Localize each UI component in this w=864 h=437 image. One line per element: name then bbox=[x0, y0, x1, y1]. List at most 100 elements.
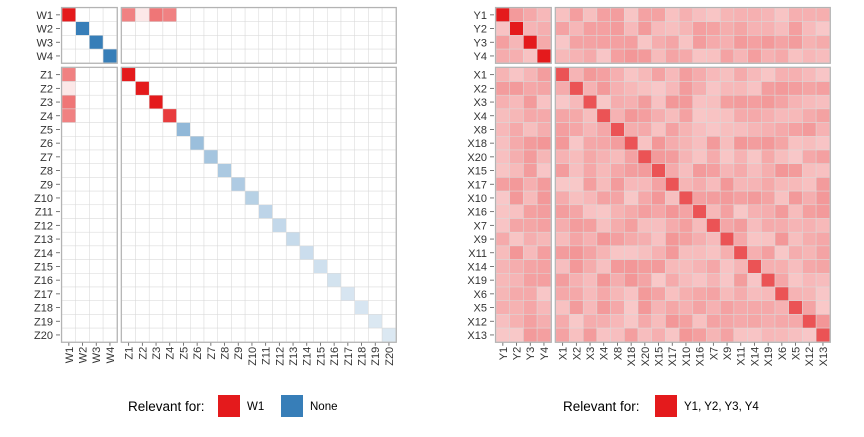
heatmap-cell bbox=[761, 122, 776, 137]
heatmap-cell bbox=[774, 122, 789, 137]
heatmap-cell bbox=[162, 48, 177, 64]
row-label: X12 bbox=[467, 316, 487, 328]
heatmap-cell bbox=[61, 259, 76, 274]
heatmap-cell bbox=[354, 204, 369, 219]
heatmap-cell bbox=[665, 273, 680, 288]
heatmap-cell bbox=[569, 314, 584, 329]
heatmap-cell bbox=[75, 327, 90, 343]
heatmap-cell bbox=[285, 314, 301, 329]
column-label: Z4 bbox=[165, 347, 177, 360]
heatmap-cell bbox=[536, 94, 552, 110]
heatmap-cell bbox=[495, 300, 510, 315]
heatmap-cell bbox=[354, 67, 369, 82]
heatmap-cell bbox=[536, 67, 552, 82]
heatmap-cell bbox=[624, 108, 639, 123]
heatmap-cell bbox=[102, 163, 118, 178]
heatmap-cell bbox=[555, 163, 570, 178]
heatmap-cell bbox=[802, 7, 817, 22]
heatmap-cell bbox=[802, 286, 817, 301]
heatmap-cell bbox=[244, 108, 260, 123]
row-label: Z15 bbox=[34, 261, 53, 273]
heatmap-cell bbox=[176, 190, 191, 206]
heatmap-cell bbox=[244, 149, 260, 164]
heatmap-cell bbox=[692, 190, 707, 206]
row-label: Z1 bbox=[40, 70, 53, 82]
heatmap-cell bbox=[148, 67, 164, 82]
heatmap-cell bbox=[651, 218, 666, 233]
heatmap-cell bbox=[637, 273, 652, 288]
heatmap-cell bbox=[102, 204, 118, 219]
heatmap-cell bbox=[651, 273, 666, 288]
heatmap-cell bbox=[523, 163, 538, 178]
heatmap-cell bbox=[244, 94, 260, 110]
heatmap-cell bbox=[733, 108, 748, 123]
heatmap-cell bbox=[61, 314, 76, 329]
heatmap-cell bbox=[121, 163, 136, 178]
row-label: Y4 bbox=[474, 51, 487, 63]
heatmap-cell bbox=[536, 286, 552, 301]
heatmap-cell bbox=[495, 245, 510, 260]
heatmap-cell bbox=[596, 122, 611, 137]
row-label: X10 bbox=[467, 193, 487, 205]
heatmap-cell bbox=[555, 286, 570, 301]
column-label: Z16 bbox=[329, 347, 341, 366]
heatmap-cell bbox=[802, 122, 817, 137]
heatmap-cell bbox=[135, 122, 150, 137]
heatmap-cell bbox=[340, 67, 355, 82]
heatmap-cell bbox=[692, 67, 707, 82]
heatmap-cell bbox=[523, 35, 538, 50]
heatmap-cell bbox=[536, 7, 552, 22]
heatmap-cell bbox=[774, 81, 789, 96]
heatmap-cell bbox=[299, 231, 314, 247]
heatmap-cell bbox=[495, 21, 510, 36]
heatmap-cell bbox=[217, 327, 232, 343]
heatmap-cell bbox=[176, 48, 191, 64]
heatmap-cell bbox=[509, 177, 524, 192]
heatmap-cell bbox=[258, 190, 273, 206]
heatmap-cell bbox=[733, 314, 748, 329]
heatmap-cell bbox=[802, 48, 817, 64]
heatmap-cell bbox=[354, 48, 369, 64]
heatmap-cell bbox=[651, 231, 666, 247]
heatmap-cell bbox=[610, 190, 625, 206]
heatmap-cell bbox=[495, 149, 510, 164]
heatmap-cell bbox=[747, 7, 762, 22]
heatmap-cell bbox=[624, 190, 639, 206]
heatmap-cell bbox=[135, 273, 150, 288]
heatmap-cell bbox=[788, 314, 803, 329]
heatmap-cell bbox=[217, 231, 232, 247]
heatmap-cell bbox=[244, 163, 260, 178]
heatmap-cell bbox=[258, 259, 273, 274]
heatmap-cell bbox=[89, 286, 104, 301]
heatmap-cell bbox=[536, 122, 552, 137]
heatmap-cell bbox=[637, 177, 652, 192]
heatmap-cell bbox=[555, 122, 570, 137]
heatmap-cell bbox=[706, 67, 721, 82]
heatmap-cell bbox=[569, 7, 584, 22]
heatmap-cell bbox=[381, 81, 397, 96]
heatmap-cell bbox=[135, 81, 150, 96]
heatmap-cell bbox=[148, 48, 164, 64]
heatmap-cell bbox=[102, 21, 118, 36]
heatmap-cell bbox=[651, 286, 666, 301]
heatmap-cell bbox=[162, 67, 177, 82]
heatmap-cell bbox=[692, 218, 707, 233]
legend-swatch bbox=[655, 395, 677, 417]
heatmap-cell bbox=[89, 35, 104, 50]
heatmap-cell bbox=[495, 163, 510, 178]
heatmap-cell bbox=[203, 204, 218, 219]
heatmap-cell bbox=[244, 35, 260, 50]
heatmap-cell bbox=[203, 108, 218, 123]
heatmap-cell bbox=[692, 108, 707, 123]
heatmap-cell bbox=[203, 190, 218, 206]
heatmap-cell bbox=[569, 21, 584, 36]
heatmap-cell bbox=[665, 231, 680, 247]
heatmap-cell bbox=[555, 245, 570, 260]
heatmap-cell bbox=[637, 48, 652, 64]
column-label: X17 bbox=[667, 347, 679, 367]
heatmap-cell bbox=[190, 286, 205, 301]
heatmap-cell bbox=[582, 21, 598, 36]
heatmap-cell bbox=[555, 300, 570, 315]
heatmap-cell bbox=[89, 122, 104, 137]
heatmap-cell bbox=[217, 81, 232, 96]
